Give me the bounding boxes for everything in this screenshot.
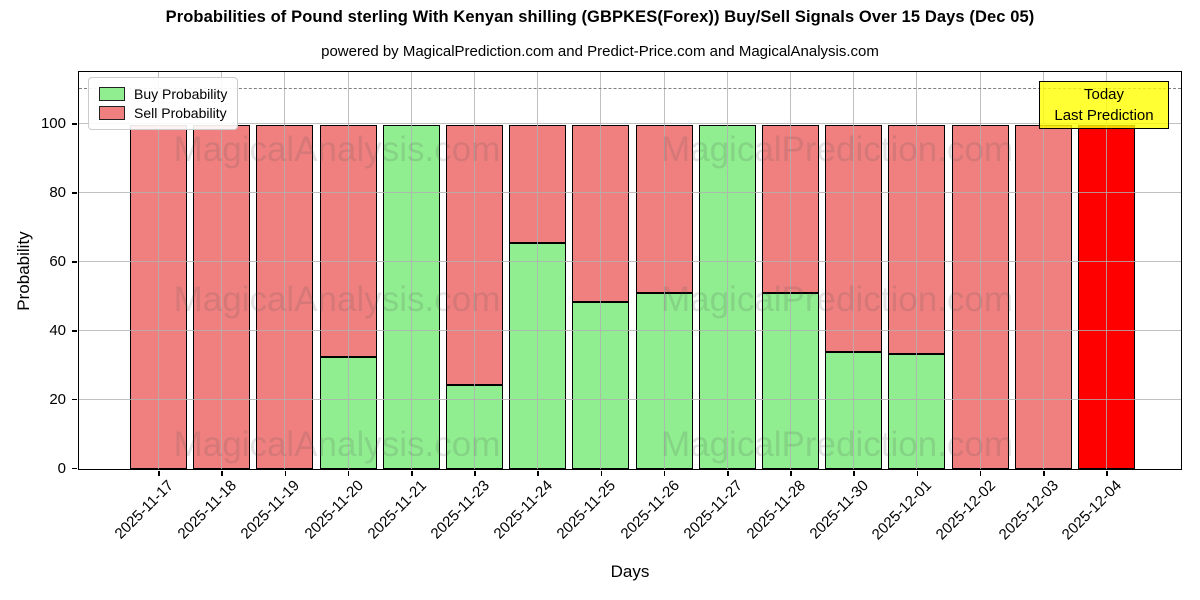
horizontal-gridline	[79, 192, 1181, 194]
x-tick-mark	[663, 470, 666, 476]
horizontal-gridline	[79, 398, 1181, 400]
y-tick-mark	[72, 330, 77, 332]
y-axis-label: Probability	[14, 231, 33, 311]
watermark-text: MagicalPrediction.com	[660, 130, 1014, 169]
buy-probability-swatch	[99, 87, 125, 101]
watermark-text: MagicalAnalysis.com	[173, 425, 501, 464]
x-tick-mark	[474, 470, 476, 476]
x-tick-mark	[790, 470, 792, 476]
horizontal-gridline	[79, 260, 1181, 262]
x-tick-mark	[221, 470, 223, 476]
x-tick-mark	[916, 470, 919, 476]
legend-item-buy: Buy Probability	[99, 86, 227, 102]
x-tick-mark	[727, 470, 729, 476]
y-tick-label: 40	[49, 321, 66, 339]
y-tick-label: 20	[49, 390, 66, 408]
vertical-gridline	[600, 72, 602, 469]
horizontal-gridline	[79, 123, 1181, 125]
today-annotation-line1: Today	[1083, 86, 1125, 103]
watermark-text: MagicalAnalysis.com	[173, 130, 501, 169]
vertical-gridline	[663, 72, 665, 469]
vertical-gridline	[347, 72, 349, 469]
today-annotation: Today Last Prediction	[1039, 81, 1169, 129]
vertical-gridline	[726, 72, 728, 469]
sell-probability-swatch	[99, 106, 125, 120]
vertical-gridline	[853, 72, 855, 469]
x-tick-mark	[979, 470, 982, 476]
x-tick-mark	[600, 470, 603, 476]
y-tick-label: 100	[40, 115, 66, 133]
x-tick-mark	[1106, 470, 1108, 476]
vertical-gridline	[1042, 72, 1044, 469]
y-tick-mark	[72, 467, 77, 470]
x-tick-mark	[347, 470, 350, 476]
chart-title: Probabilities of Pound sterling With Ken…	[165, 8, 1035, 26]
vertical-gridline	[537, 72, 539, 469]
vertical-gridline	[221, 72, 223, 469]
vertical-gridline	[1106, 72, 1107, 469]
watermark-text: MagicalAnalysis.com	[173, 280, 501, 319]
watermark-text: MagicalPrediction.com	[660, 425, 1014, 464]
today-annotation-line2: Last Prediction	[1054, 107, 1154, 124]
x-tick-mark	[1043, 470, 1045, 476]
vertical-gridline	[158, 72, 159, 469]
vertical-gridline	[410, 72, 412, 469]
x-axis-label: Days	[610, 562, 650, 581]
horizontal-gridline	[79, 329, 1181, 331]
vertical-gridline	[474, 72, 475, 469]
dashed-threshold-line	[79, 88, 1181, 90]
vertical-gridline	[284, 72, 286, 469]
x-tick-mark	[284, 470, 287, 476]
y-tick-label: 60	[49, 252, 66, 270]
y-tick-mark	[72, 398, 77, 401]
x-tick-mark	[158, 470, 160, 476]
vertical-gridline	[979, 72, 981, 469]
vertical-gridline	[790, 72, 791, 469]
y-tick-mark	[72, 261, 77, 263]
y-tick-mark	[72, 123, 77, 125]
x-tick-mark	[411, 470, 413, 476]
legend-label-sell: Sell Probability	[134, 105, 227, 121]
legend-item-sell: Sell Probability	[99, 105, 227, 121]
x-tick-mark	[853, 470, 855, 476]
y-tick-mark	[72, 192, 77, 194]
x-tick-mark	[537, 470, 539, 476]
legend-label-buy: Buy Probability	[134, 86, 228, 102]
legend: Buy Probability Sell Probability	[88, 77, 239, 130]
chart-subtitle: powered by MagicalPrediction.com and Pre…	[321, 43, 879, 60]
vertical-gridline	[916, 72, 918, 469]
y-tick-label: 0	[57, 459, 66, 477]
watermark-text: MagicalPrediction.com	[660, 280, 1014, 319]
plot-area: Buy Probability Sell Probability Today L…	[78, 71, 1182, 470]
y-tick-label: 80	[49, 184, 66, 202]
